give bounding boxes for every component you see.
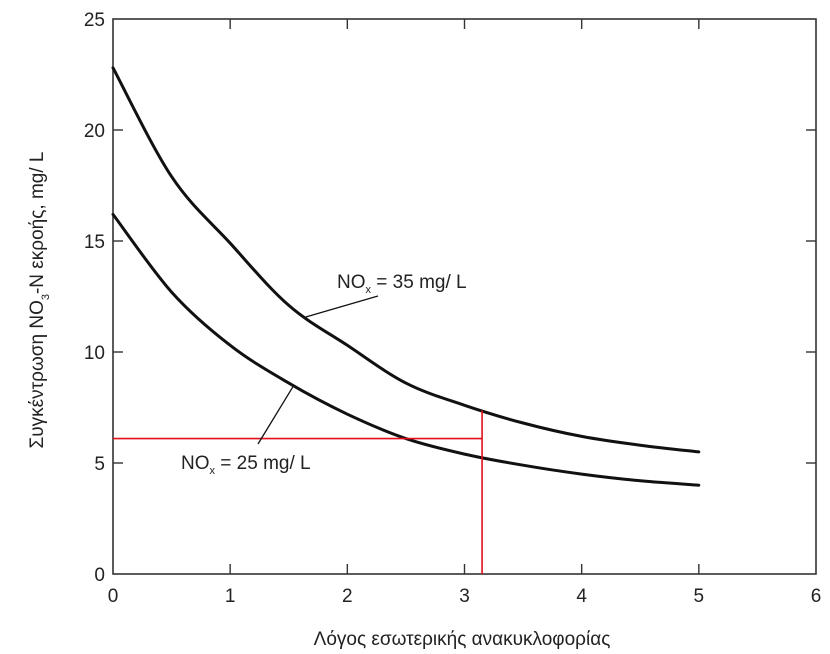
annotation-rest: = 35 mg/ L	[371, 272, 467, 293]
series-line-0	[111, 66, 701, 454]
y-axis-label: Συγκέντρωση NO3-N εκροής, mg/ L	[27, 152, 52, 449]
y-axis-label-suffix: -N εκροής, mg/ L	[27, 152, 48, 294]
x-tick-label: 4	[576, 586, 587, 607]
annotation-main: NO	[337, 272, 366, 293]
axis-ticks	[113, 19, 816, 574]
y-tick-label: 5	[94, 454, 105, 475]
plot-border	[112, 18, 817, 575]
x-tick-label: 3	[459, 586, 470, 607]
y-tick-label: 0	[94, 565, 105, 586]
x-tick-label: 0	[108, 586, 119, 607]
annotation-leader-0	[304, 295, 379, 318]
y-tick-label: 20	[84, 121, 105, 142]
series-line-1	[111, 212, 701, 487]
annotation-subscript: x	[366, 284, 372, 296]
x-tick-label: 2	[342, 586, 353, 607]
y-tick-label: 15	[84, 232, 105, 253]
y-axis-label-prefix: Συγκέντρωση NO	[27, 300, 48, 448]
x-tick-label: 6	[811, 586, 822, 607]
annotation-main: NO	[181, 453, 210, 474]
annotation-label-1: NOx = 25 mg/ L	[181, 453, 311, 477]
y-axis-label-subscript: 3	[40, 294, 52, 300]
annotation-label-0: NOx = 35 mg/ L	[337, 272, 467, 296]
annotation-leader-1	[257, 386, 294, 445]
plot-frame	[112, 18, 817, 575]
annotation-rest: = 25 mg/ L	[215, 453, 311, 474]
annotation-subscript: x	[210, 465, 216, 477]
tick-labels: 0 1 2 3 4 5 6 0 5 10 15 20 25	[84, 10, 821, 607]
reference-lines	[113, 410, 483, 574]
y-tick-label: 25	[84, 10, 105, 31]
series-layer	[111, 66, 701, 487]
y-tick-label: 10	[84, 343, 105, 364]
x-tick-label: 5	[694, 586, 705, 607]
x-axis-label: Λόγος εσωτερικής ανακυκλοφορίας	[314, 629, 611, 650]
x-tick-label: 1	[225, 586, 236, 607]
